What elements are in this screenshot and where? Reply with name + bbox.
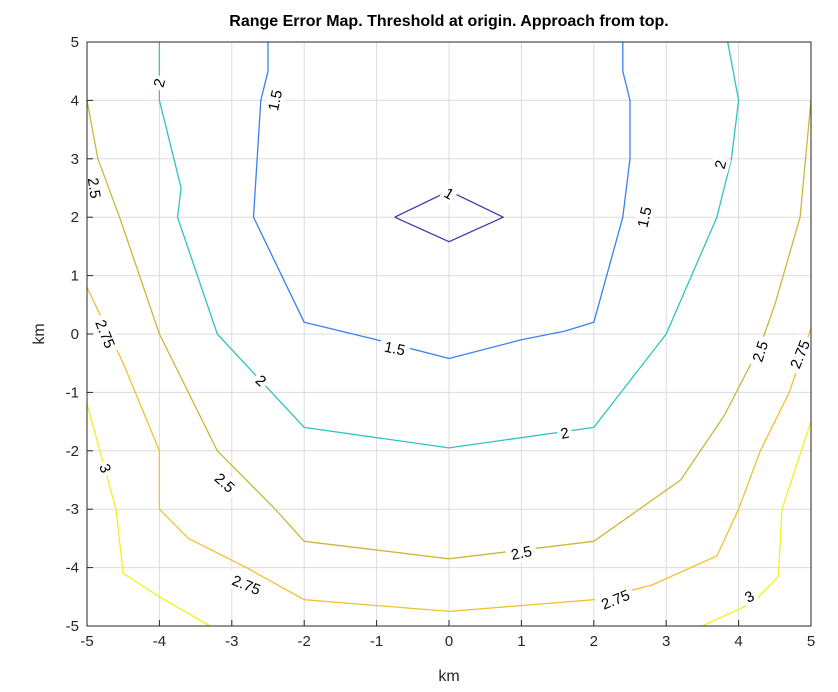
contour-label-bg (378, 336, 412, 361)
contour-label-text: 1.5 (383, 339, 407, 360)
y-axis-label: km (31, 323, 48, 344)
y-tick-label: -3 (66, 501, 79, 518)
contour-label-text: 2.75 (599, 587, 632, 614)
contour-label-text: 2 (559, 425, 571, 443)
x-tick-label: -3 (225, 633, 238, 650)
contour-label-bg (747, 334, 774, 369)
x-tick-label: 2 (590, 633, 598, 650)
x-tick-label: -2 (298, 633, 311, 650)
x-tick-label: 5 (807, 633, 815, 650)
contour-line-2 (158, 41, 740, 449)
contour-label-bg (83, 171, 106, 205)
y-tick-label: -1 (66, 384, 79, 401)
contour-label: 1.5 (263, 83, 288, 117)
contour-line-1 (394, 190, 504, 243)
contour-label: 2.5 (504, 541, 538, 565)
contour-label-text: 2.5 (84, 177, 104, 200)
contour-label-bg (632, 200, 657, 234)
y-tick-label: 1 (71, 268, 79, 285)
contour-line-1_5 (252, 42, 631, 360)
contour-label-bg (225, 569, 268, 601)
contour-label: 1 (438, 182, 460, 206)
contour-label-bg (594, 584, 637, 616)
y-tick-label: -5 (66, 618, 79, 635)
contour-label-text: 1.5 (265, 89, 286, 113)
y-tick-label: 0 (71, 326, 79, 343)
contour-label-bg (89, 313, 121, 355)
contour-label: 1.5 (378, 336, 412, 361)
contour-lines (86, 41, 812, 627)
contour-label-bg (263, 83, 288, 117)
x-tick-label: -4 (153, 633, 166, 650)
contour-label-text: 2.75 (787, 338, 814, 371)
grid (86, 41, 812, 627)
y-tick-label: 4 (71, 92, 79, 109)
y-tick-label: 5 (71, 34, 79, 51)
contour-label-bg (207, 466, 242, 500)
x-tick-label: 0 (445, 633, 453, 650)
x-tick-label: 4 (734, 633, 742, 650)
contour-label: 2 (249, 369, 273, 393)
x-tick-label: -1 (370, 633, 383, 650)
chart-title: Range Error Map. Threshold at origin. Ap… (229, 13, 668, 30)
x-tick-label: 3 (662, 633, 670, 650)
contour-label-bg (784, 333, 816, 376)
contour-label-bg (709, 155, 732, 174)
x-axis-ticks: -5 -4 -3 -2 -1 0 1 2 3 4 5 (80, 620, 815, 650)
contour-label-text: 2.5 (749, 339, 772, 364)
contour-label: 2 (148, 73, 170, 92)
contour-label-bg (504, 541, 538, 565)
contour-label-text: 1.5 (635, 205, 656, 229)
contour-label-bg (438, 182, 460, 206)
x-axis-label: km (438, 668, 459, 685)
contour-label: 3 (739, 585, 760, 609)
y-tick-label: -4 (66, 560, 79, 577)
y-tick-label: -2 (66, 443, 79, 460)
contour-label: 2.5 (83, 171, 106, 205)
contour-label: 2 (556, 423, 574, 444)
contour-line-2_75 (86, 287, 812, 613)
contour-line-3 (702, 421, 812, 627)
contour-label: 2.75 (594, 584, 637, 616)
contour-line-3 (86, 403, 211, 627)
x-tick-label: 1 (517, 633, 525, 650)
contour-label: 2 (709, 155, 732, 174)
contour-label-bg (94, 458, 116, 478)
contour-label: 3 (94, 458, 116, 478)
y-axis-ticks: -5 -4 -3 -2 -1 0 1 2 3 4 5 (66, 34, 93, 635)
contour-label: 1.5 (632, 200, 657, 234)
contour-label: 2.5 (747, 334, 774, 369)
contour-line-2_5 (86, 100, 812, 560)
contour-label-text: 2.75 (229, 572, 262, 599)
x-tick-label: -5 (80, 633, 93, 650)
contour-label-bg (556, 423, 574, 444)
contour-label-bg (739, 585, 760, 609)
contour-label-bg (249, 369, 273, 393)
contour-label-text: 2.5 (510, 543, 534, 564)
y-tick-label: 2 (71, 209, 79, 226)
contour-label-bg (148, 73, 170, 92)
y-tick-label: 3 (71, 151, 79, 168)
